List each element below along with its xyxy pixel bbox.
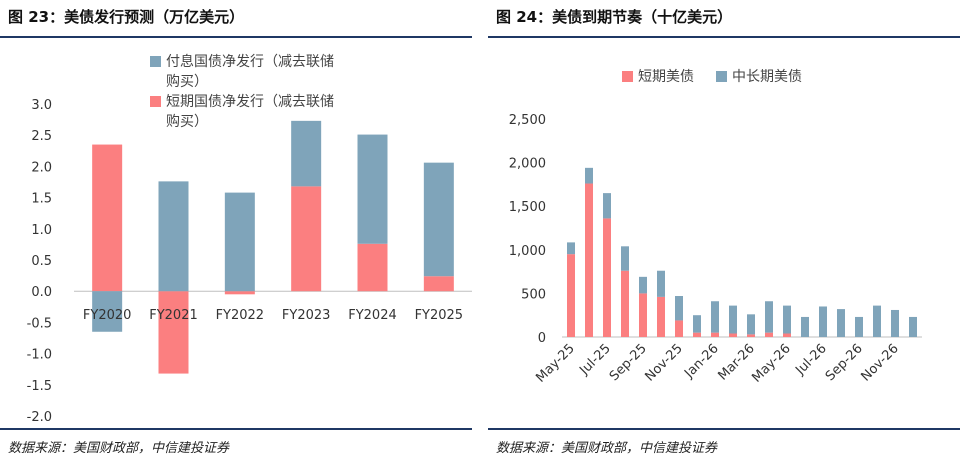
short-term-bar bbox=[657, 296, 665, 337]
y-tick-label: -1.5 bbox=[27, 379, 52, 394]
short-bill-bar bbox=[423, 276, 454, 292]
medium-long-term-bar bbox=[837, 309, 845, 337]
right-panel: 图 24：美债到期节奏（十亿美元） 2,500 2,000 1,500 1,000 50… bbox=[488, 0, 960, 472]
short-term-bar bbox=[675, 320, 683, 337]
medium-long-term-bar bbox=[909, 316, 917, 337]
y-tick-label: 2,000 bbox=[509, 157, 546, 172]
medium-long-term-bar bbox=[873, 305, 881, 337]
x-tick-label: FY2020 bbox=[83, 308, 132, 323]
short-term-bar bbox=[585, 183, 593, 337]
x-tick-label: FY2025 bbox=[415, 308, 464, 323]
right-source-note: 数据来源：美国财政部，中信建投证券 bbox=[496, 441, 718, 456]
x-tick-label: Nov-25 bbox=[643, 341, 686, 384]
right-top-rule bbox=[488, 36, 960, 38]
medium-long-term-bar bbox=[783, 305, 791, 334]
y-tick-label: -0.5 bbox=[27, 316, 52, 331]
x-tick-label: FY2022 bbox=[216, 308, 265, 323]
left-chart-title: 图 23：美债发行预测（万亿美元） bbox=[8, 8, 245, 26]
legend-label-long: 中长期美债 bbox=[732, 69, 802, 85]
x-tick-label: Nov-26 bbox=[859, 341, 902, 384]
medium-long-term-bar bbox=[729, 305, 737, 334]
y-tick-label: 0.0 bbox=[31, 285, 52, 300]
medium-long-term-bar bbox=[747, 314, 755, 335]
legend-swatch-short bbox=[622, 71, 633, 82]
medium-long-term-bar bbox=[765, 301, 773, 333]
right-chart-title: 图 24：美债到期节奏（十亿美元） bbox=[496, 8, 733, 26]
x-tick-label: May-26 bbox=[749, 341, 793, 385]
y-tick-label: 3.0 bbox=[31, 98, 52, 113]
legend-swatch-coupon bbox=[150, 56, 161, 67]
medium-long-term-bar bbox=[603, 193, 611, 219]
short-term-bar bbox=[567, 254, 575, 337]
x-tick-label: May-25 bbox=[533, 341, 577, 385]
coupon-bond-bar bbox=[423, 162, 454, 277]
short-term-bar bbox=[783, 333, 791, 337]
medium-long-term-bar bbox=[639, 276, 647, 294]
y-tick-label: 1.5 bbox=[31, 192, 52, 207]
x-tick-label: FY2023 bbox=[282, 308, 331, 323]
short-term-bar bbox=[729, 333, 737, 337]
left-source-note: 数据来源：美国财政部，中信建投证券 bbox=[8, 441, 230, 456]
medium-long-term-bar bbox=[567, 242, 575, 255]
left-top-rule bbox=[0, 36, 472, 38]
coupon-bond-bar bbox=[357, 134, 388, 244]
coupon-bond-bar bbox=[291, 120, 322, 187]
x-tick-label: Sep-25 bbox=[607, 341, 650, 384]
y-tick-label: 1,000 bbox=[509, 244, 546, 259]
legend-label-short: 短期国债净发行（减去联储购买） bbox=[166, 94, 334, 130]
y-tick-label: -2.0 bbox=[27, 410, 52, 425]
short-bill-bar bbox=[357, 243, 388, 292]
y-tick-label: -1.0 bbox=[27, 348, 52, 363]
y-tick-label: 0 bbox=[538, 331, 546, 346]
y-tick-label: 2.5 bbox=[31, 129, 52, 144]
short-bill-bar bbox=[158, 291, 189, 374]
medium-long-term-bar bbox=[855, 316, 863, 337]
medium-long-term-bar bbox=[585, 167, 593, 184]
legend-swatch-long bbox=[716, 71, 727, 82]
x-tick-label: Jan-26 bbox=[681, 341, 722, 382]
y-tick-label: 2,500 bbox=[509, 113, 546, 128]
y-tick-label: 0.5 bbox=[31, 254, 52, 269]
legend-swatch-short bbox=[150, 96, 161, 107]
medium-long-term-bar bbox=[711, 301, 719, 333]
y-tick-label: 1.0 bbox=[31, 223, 52, 238]
medium-long-term-bar bbox=[675, 296, 683, 321]
short-term-bar bbox=[603, 218, 611, 337]
short-bill-bar bbox=[291, 186, 322, 292]
short-term-bar bbox=[693, 332, 701, 337]
y-tick-label: 2.0 bbox=[31, 160, 52, 175]
medium-long-term-bar bbox=[693, 315, 701, 333]
y-tick-label: 1,500 bbox=[509, 200, 546, 215]
coupon-bond-bar bbox=[158, 181, 189, 292]
x-tick-label: Sep-26 bbox=[823, 341, 866, 384]
legend-label-coupon: 付息国债净发行（减去联储购买） bbox=[166, 53, 334, 90]
medium-long-term-bar bbox=[621, 246, 629, 271]
medium-long-term-bar bbox=[819, 306, 827, 337]
left-chart-svg: 3.0 2.5 2.0 1.5 1.0 0.5 0.0 -0.5 -1.0 -1.5 -2.0 FY2… bbox=[27, 53, 472, 425]
y-tick-label: 500 bbox=[521, 287, 546, 302]
left-bottom-rule bbox=[0, 428, 472, 430]
medium-long-term-bar bbox=[801, 316, 809, 337]
legend-label-short: 短期美债 bbox=[638, 69, 694, 85]
short-bill-bar bbox=[224, 291, 255, 295]
left-panel: 图 23：美债发行预测（万亿美元） 3.0 2.5 2.0 1.5 1.0 0.5 0.0 -… bbox=[0, 0, 472, 472]
x-tick-label: FY2021 bbox=[149, 308, 198, 323]
short-term-bar bbox=[621, 270, 629, 337]
coupon-bond-bar bbox=[92, 291, 123, 332]
coupon-bond-bar bbox=[224, 192, 255, 292]
short-term-bar bbox=[747, 334, 755, 337]
short-term-bar bbox=[639, 293, 647, 337]
short-term-bar bbox=[711, 332, 719, 337]
short-term-bar bbox=[765, 332, 773, 337]
short-bill-bar bbox=[92, 144, 123, 292]
x-tick-label: FY2024 bbox=[348, 308, 397, 323]
medium-long-term-bar bbox=[657, 270, 665, 297]
right-bottom-rule bbox=[488, 428, 960, 430]
medium-long-term-bar bbox=[891, 309, 899, 337]
